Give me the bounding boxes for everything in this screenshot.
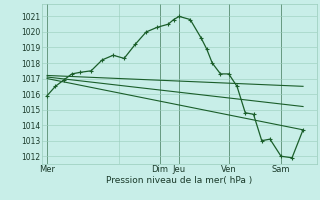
X-axis label: Pression niveau de la mer( hPa ): Pression niveau de la mer( hPa ) bbox=[106, 176, 252, 185]
